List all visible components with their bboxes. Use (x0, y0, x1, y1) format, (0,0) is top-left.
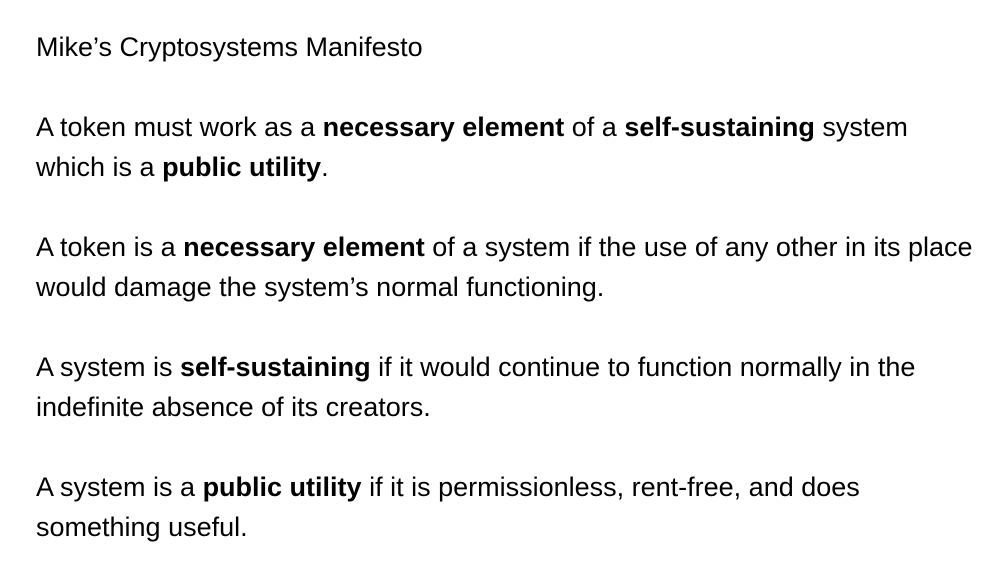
paragraph-token-requirement: A token must work as a necessary element… (36, 107, 976, 187)
paragraph-public-utility-definition: A system is a public utility if it is pe… (36, 467, 976, 547)
document-title: Mike’s Cryptosystems Manifesto (36, 32, 423, 62)
text-run: A token must work as a (36, 112, 323, 142)
text-run: if it would continue to function normall… (36, 352, 916, 422)
text-run: if it is permissionless, rent-free, and … (36, 472, 860, 542)
paragraph-self-sustaining-definition: A system is self-sustaining if it would … (36, 347, 976, 427)
text-run: A system is (36, 352, 181, 382)
bold-term-necessary-element: necessary element (183, 232, 425, 262)
bold-term-public-utility: public utility (202, 472, 362, 502)
text-run: . (321, 152, 329, 182)
text-run: A token is a (36, 232, 184, 262)
text-run: system which is a (36, 112, 908, 182)
text-run: of a (564, 112, 625, 142)
bold-term-self-sustaining: self-sustaining (180, 352, 371, 382)
text-run: of a system if the use of any other in i… (36, 232, 973, 302)
text-run: A system is a (36, 472, 203, 502)
manifesto-document: Mike’s Cryptosystems Manifesto A token m… (36, 27, 976, 547)
bold-term-public-utility: public utility (162, 152, 322, 182)
bold-term-self-sustaining: self-sustaining (624, 112, 815, 142)
paragraph-necessary-element-definition: A token is a necessary element of a syst… (36, 227, 976, 307)
bold-term-necessary-element: necessary element (322, 112, 565, 142)
